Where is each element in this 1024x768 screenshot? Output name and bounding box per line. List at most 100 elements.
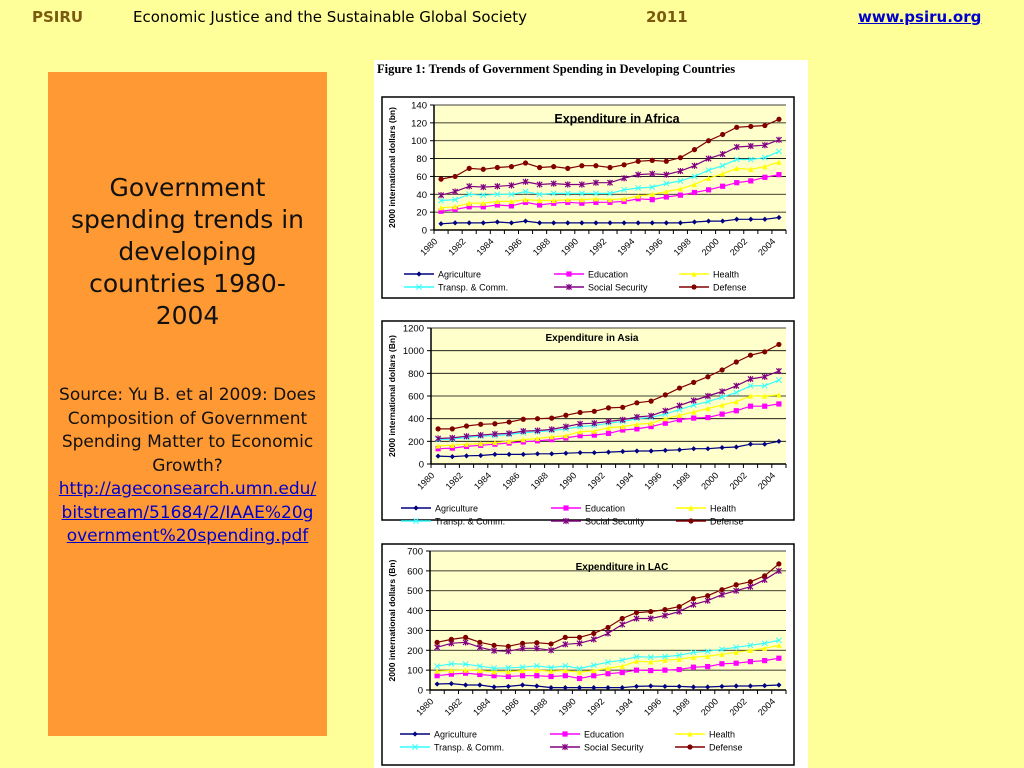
data-point — [607, 199, 613, 205]
data-point — [662, 653, 668, 660]
data-point — [576, 669, 583, 675]
data-point — [494, 198, 500, 205]
data-point — [648, 424, 654, 430]
data-point — [534, 667, 540, 673]
data-point — [776, 401, 782, 407]
series-education — [434, 655, 782, 682]
data-point — [705, 218, 712, 224]
data-point — [551, 220, 557, 226]
data-point — [549, 434, 555, 440]
data-point — [605, 624, 611, 631]
data-point — [733, 582, 739, 588]
data-point — [605, 665, 611, 671]
legend-marker — [687, 731, 693, 737]
data-point — [733, 683, 739, 689]
legend-label: Social Security — [584, 743, 644, 753]
data-point — [761, 142, 768, 149]
legend-label: Transp. & Comm. — [435, 517, 505, 527]
data-point — [733, 389, 740, 396]
legend-marker — [412, 731, 418, 737]
data-point — [690, 402, 697, 409]
data-point — [463, 423, 470, 429]
data-point — [551, 164, 557, 170]
data-point — [762, 658, 768, 664]
legend-marker — [563, 505, 569, 511]
data-point — [621, 198, 627, 205]
y-tick-label: 1200 — [403, 324, 424, 335]
y-tick-label: 1000 — [403, 346, 424, 357]
source-link[interactable]: http://ageconsearch.umn.edu/bitstream/51… — [58, 479, 317, 546]
data-point — [466, 220, 472, 226]
data-point — [676, 608, 683, 615]
y-tick-label: 140 — [411, 101, 427, 112]
data-point — [648, 448, 654, 454]
legend-label: Education — [588, 270, 628, 280]
data-point — [506, 430, 513, 437]
data-point — [621, 196, 627, 202]
data-point — [775, 136, 782, 143]
data-point — [452, 204, 458, 210]
data-point — [747, 642, 754, 649]
figure: Figure 1: Trends of Government Spending … — [374, 60, 808, 768]
data-point — [551, 200, 557, 206]
data-point — [435, 446, 441, 452]
data-point — [519, 640, 526, 646]
data-point — [635, 171, 642, 178]
legend-label: Agriculture — [434, 730, 477, 740]
legend-item: Education — [551, 504, 625, 514]
data-point — [536, 181, 543, 188]
data-point — [748, 166, 754, 172]
data-point — [762, 122, 768, 129]
data-point — [762, 645, 768, 651]
data-point — [480, 192, 487, 199]
data-point — [491, 673, 497, 679]
series-defense — [434, 561, 782, 649]
data-point — [676, 666, 682, 673]
data-point — [590, 636, 597, 643]
data-point — [776, 148, 782, 155]
data-point — [776, 214, 782, 221]
series-health — [435, 392, 782, 449]
data-point — [663, 180, 670, 187]
data-point — [649, 157, 655, 163]
data-point — [463, 453, 470, 459]
data-point — [576, 634, 583, 640]
y-tick-label: 200 — [408, 437, 424, 448]
data-point — [576, 675, 583, 682]
data-point — [448, 671, 454, 677]
data-point — [691, 162, 698, 169]
data-point — [591, 630, 597, 637]
data-point — [691, 415, 697, 421]
data-point — [705, 187, 712, 193]
data-point — [776, 561, 782, 567]
data-point — [649, 170, 656, 177]
data-point — [747, 393, 754, 399]
data-point — [649, 220, 655, 226]
website-link[interactable]: www.psiru.org — [858, 8, 982, 26]
data-point — [691, 181, 698, 188]
series-transp-comm- — [434, 637, 782, 672]
data-point — [434, 639, 440, 645]
data-point — [491, 665, 498, 672]
data-point — [576, 640, 583, 647]
series-health — [434, 642, 782, 675]
data-point — [478, 452, 484, 459]
data-point — [619, 663, 625, 669]
data-point — [663, 158, 669, 164]
data-point — [534, 683, 540, 689]
data-point — [705, 405, 711, 412]
data-point — [677, 192, 683, 198]
chart-title: Expenditure in LAC — [576, 562, 669, 573]
data-point — [620, 427, 626, 433]
data-point — [634, 426, 640, 432]
data-point — [677, 167, 684, 175]
info-panel: Government spending trends in developing… — [48, 72, 327, 736]
data-point — [591, 408, 597, 414]
data-point — [434, 668, 440, 674]
data-point — [605, 425, 612, 431]
data-point — [734, 124, 740, 130]
data-point — [649, 197, 655, 203]
legend-label: Social Security — [588, 283, 648, 293]
